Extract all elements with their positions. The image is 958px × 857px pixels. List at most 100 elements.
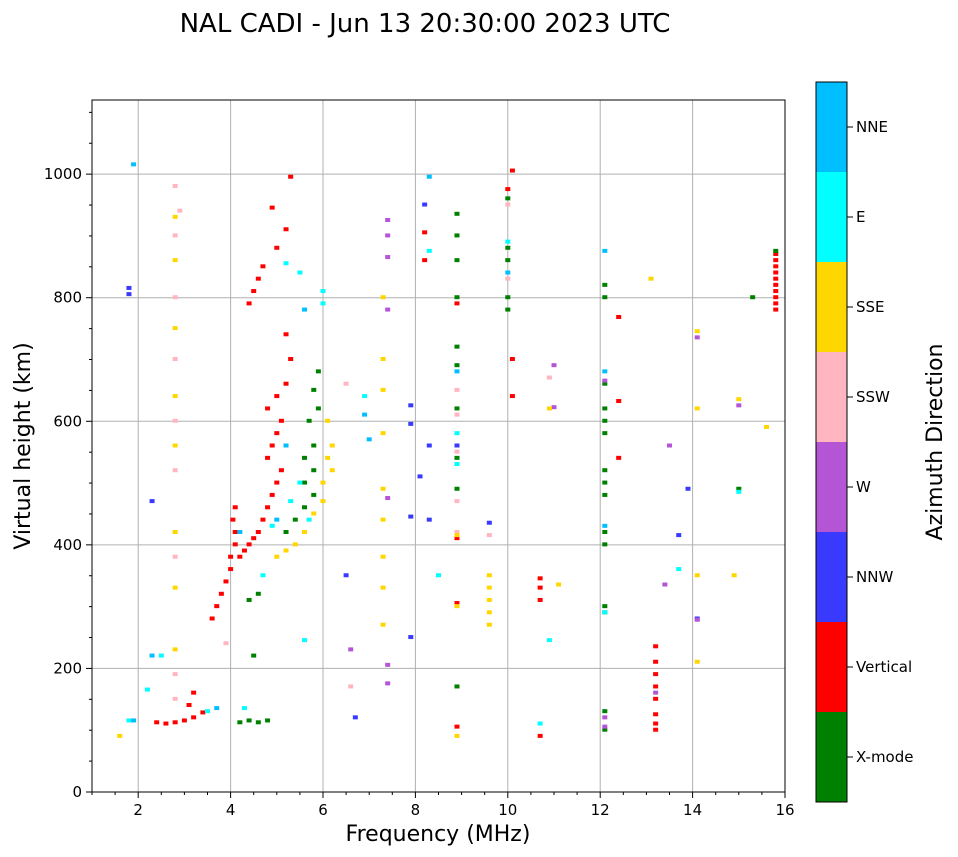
echo-point <box>126 285 132 290</box>
echo-point <box>302 530 308 534</box>
x-tick-label: 12 <box>591 801 610 819</box>
echo-point <box>426 517 432 522</box>
echo-point <box>602 295 608 300</box>
echo-point <box>320 289 326 294</box>
echo-point <box>117 733 123 738</box>
x-tick-label: 14 <box>683 801 702 819</box>
echo-point <box>385 217 391 222</box>
echo-point <box>736 397 742 402</box>
echo-point <box>223 641 229 646</box>
echo-point <box>172 214 178 219</box>
echo-point <box>602 418 608 423</box>
echo-point <box>302 307 308 312</box>
echo-point <box>454 443 460 448</box>
colorbar-tick-label: NNE <box>856 118 888 136</box>
colorbar-swatch <box>816 442 847 532</box>
echo-point <box>486 597 492 602</box>
echo-point <box>551 405 557 410</box>
echo-point <box>454 455 460 460</box>
echo-point <box>274 517 280 522</box>
echo-point <box>380 585 386 590</box>
echo-point <box>283 381 289 386</box>
echo-point <box>602 523 608 528</box>
echo-point <box>269 205 275 210</box>
echo-point <box>251 653 257 658</box>
echo-point <box>454 412 460 417</box>
echo-point <box>214 604 220 609</box>
x-tick-label: 4 <box>226 801 236 819</box>
echo-point <box>454 724 460 729</box>
echo-point <box>653 684 659 689</box>
colorbar-tick-label: Vertical <box>856 658 912 676</box>
echo-point <box>269 523 275 528</box>
echo-point <box>426 174 432 179</box>
echo-point <box>172 554 178 559</box>
colorbar-tick-label: SSW <box>856 388 890 406</box>
echo-point <box>537 721 543 726</box>
series-sse <box>117 214 770 738</box>
echo-point <box>283 227 289 232</box>
colorbar-swatch <box>816 712 847 802</box>
echo-point <box>454 211 460 216</box>
echo-point <box>348 684 354 689</box>
echo-point <box>505 245 511 250</box>
echo-point <box>274 431 280 436</box>
echo-point <box>283 443 289 448</box>
echo-point <box>537 733 543 738</box>
echo-point <box>260 517 266 522</box>
echo-point <box>325 418 331 423</box>
colorbar-tick-label: E <box>856 208 865 226</box>
echo-point <box>154 720 160 725</box>
echo-point <box>694 659 700 664</box>
echo-point <box>546 638 552 643</box>
echo-point <box>486 622 492 627</box>
echo-point <box>422 258 428 263</box>
y-tick-label: 600 <box>53 412 82 430</box>
echo-point <box>288 357 294 361</box>
echo-point <box>306 517 312 522</box>
echo-point <box>454 601 460 606</box>
echo-point <box>172 258 178 263</box>
echo-point <box>251 536 257 541</box>
echo-point <box>454 462 460 467</box>
series-ssw <box>172 184 552 701</box>
echo-point <box>288 174 294 179</box>
colorbar-tick-label: NNW <box>856 568 893 586</box>
echo-point <box>602 378 608 383</box>
echo-point <box>422 230 428 235</box>
echo-point <box>454 533 460 538</box>
echo-point <box>343 381 349 386</box>
echo-point <box>265 505 271 510</box>
echo-point <box>736 489 742 494</box>
echo-point <box>241 548 247 553</box>
echo-point <box>200 710 206 715</box>
echo-point <box>454 684 460 689</box>
x-tick-label: 8 <box>411 801 421 819</box>
colorbar-tick-label: X-mode <box>856 748 913 766</box>
echo-point <box>694 329 700 334</box>
echo-point <box>329 443 335 448</box>
echo-point <box>537 597 543 602</box>
echo-point <box>311 387 317 392</box>
echo-point <box>237 554 243 559</box>
colorbar-label: Azimuth Direction <box>923 343 948 540</box>
echo-point <box>454 604 460 609</box>
echo-point <box>144 687 150 692</box>
grid <box>92 100 786 793</box>
colorbar-swatch <box>816 262 847 352</box>
x-tick-label: 6 <box>318 801 328 819</box>
echo-point <box>251 289 257 294</box>
echo-point <box>505 239 511 244</box>
echo-point <box>454 733 460 738</box>
echo-point <box>676 567 682 572</box>
echo-point <box>320 301 326 306</box>
echo-point <box>172 647 178 652</box>
echo-point <box>329 468 335 473</box>
echo-point <box>209 616 215 621</box>
colorbar-swatch <box>816 622 847 712</box>
echo-point <box>311 492 317 497</box>
echo-point <box>246 301 252 306</box>
echo-point <box>685 486 691 491</box>
y-tick-label: 0 <box>72 783 82 801</box>
x-axis-label: Frequency (MHz) <box>346 822 531 847</box>
